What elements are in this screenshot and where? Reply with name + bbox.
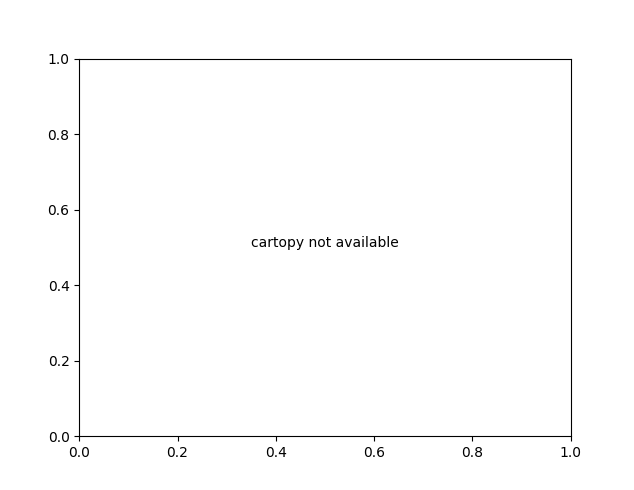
Text: cartopy not available: cartopy not available [251,237,399,250]
